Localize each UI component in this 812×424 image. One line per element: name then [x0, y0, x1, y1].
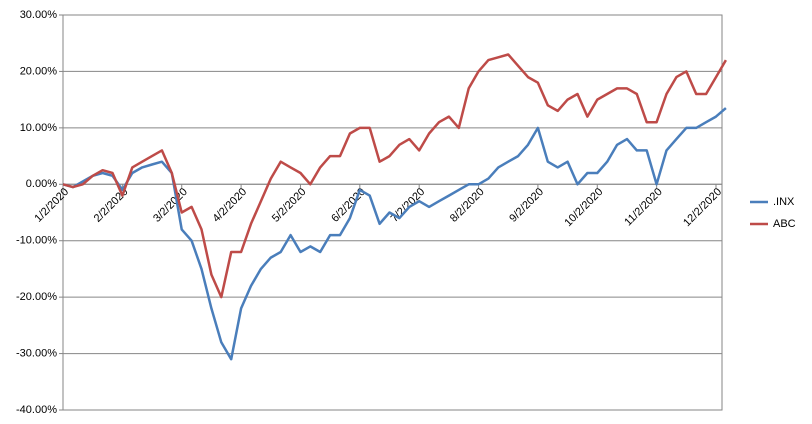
x-tick-label: 7/2/2020 — [389, 186, 428, 225]
x-tick-label: 5/2/2020 — [270, 186, 309, 225]
series-line — [62, 53, 727, 299]
x-tick-label: 4/2/2020 — [210, 186, 249, 225]
y-tick-label: -10.00% — [16, 235, 57, 247]
y-tick-label: -20.00% — [16, 291, 57, 303]
legend-label: ABC — [773, 218, 796, 230]
x-tick-label: 10/2/2020 — [562, 186, 605, 229]
x-tick-label: 3/2/2020 — [151, 186, 190, 225]
x-tick-label: 11/2/2020 — [622, 186, 665, 229]
legend-label: .INX — [773, 196, 795, 208]
x-tick-label: 9/2/2020 — [507, 186, 546, 225]
y-tick-label: -30.00% — [16, 347, 57, 359]
y-tick-label: 10.00% — [20, 122, 58, 134]
y-tick-label: 30.00% — [20, 9, 58, 21]
y-tick-label: 20.00% — [20, 65, 58, 77]
series-line — [62, 107, 727, 361]
x-tick-label: 12/2/2020 — [681, 186, 724, 229]
y-tick-label: -40.00% — [16, 404, 57, 416]
x-tick-label: 1/2/2020 — [32, 186, 71, 225]
y-tick-label: 0.00% — [26, 178, 57, 190]
